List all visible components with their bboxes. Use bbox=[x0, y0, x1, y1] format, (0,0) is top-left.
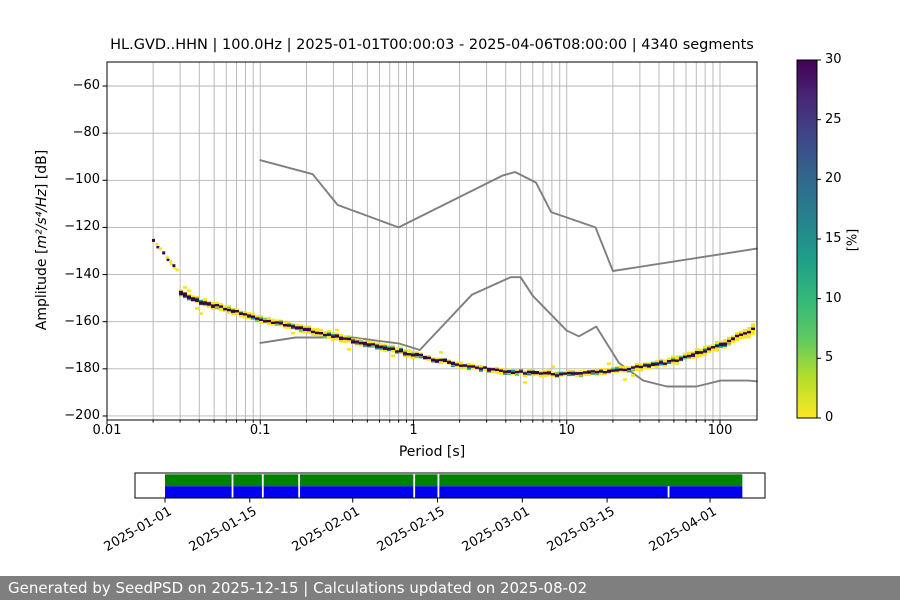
y-tick-label: −140 bbox=[64, 266, 100, 282]
axes-frame bbox=[102, 61, 758, 425]
x-axis-label: Period [s] bbox=[398, 444, 466, 460]
coverage-timeline bbox=[134, 472, 766, 503]
x-tick-label: 1 bbox=[409, 423, 418, 438]
grid-lines bbox=[107, 62, 757, 420]
colorbar-tick-label: 15 bbox=[825, 231, 842, 246]
x-tick-label: 10 bbox=[558, 423, 576, 438]
x-tick-label: 100 bbox=[707, 423, 733, 438]
timeline-gap bbox=[413, 474, 416, 487]
x-tick-label: 0.1 bbox=[249, 423, 271, 438]
colorbar-tick-label: 30 bbox=[825, 52, 842, 67]
colorbar-label: [%] bbox=[845, 228, 861, 252]
timeline-gap bbox=[437, 474, 440, 487]
colorbar-tick-label: 5 bbox=[825, 350, 834, 366]
chart-title: HL.GVD..HHN | 100.0Hz | 2025-01-01T00:00… bbox=[110, 37, 754, 53]
y-tick-label: −160 bbox=[64, 313, 100, 329]
timeline-gap bbox=[667, 486, 670, 498]
low-noise-model bbox=[259, 276, 758, 388]
y-tick-label: −180 bbox=[64, 360, 100, 376]
colorbar-tick-label: 0 bbox=[825, 410, 834, 425]
timeline-gap bbox=[261, 486, 264, 498]
y-tick-label: −60 bbox=[72, 78, 100, 93]
y-tick-label: −100 bbox=[64, 172, 100, 188]
colorbar bbox=[796, 59, 821, 419]
timeline-gap bbox=[231, 474, 234, 487]
timeline-gap bbox=[231, 486, 234, 498]
footer-bar: Generated by SeedPSD on 2025-12-15 | Cal… bbox=[0, 576, 900, 600]
timeline-gap bbox=[437, 486, 440, 498]
x-tick-label: 0.01 bbox=[92, 423, 122, 438]
high-noise-model bbox=[259, 159, 758, 272]
psd-histogram bbox=[152, 238, 755, 384]
timeline-gap bbox=[261, 474, 264, 487]
colorbar-tick-label: 10 bbox=[825, 290, 842, 306]
y-tick-label: −200 bbox=[64, 407, 100, 423]
timeline-row-blue bbox=[165, 486, 743, 498]
y-tick-label: −120 bbox=[64, 219, 100, 235]
colorbar-tick-label: 25 bbox=[825, 111, 842, 127]
timeline-gap bbox=[413, 486, 416, 498]
timeline-gap bbox=[298, 474, 301, 487]
timeline-row-green bbox=[165, 474, 743, 487]
colorbar-tick-label: 20 bbox=[825, 171, 842, 187]
y-tick-label: −80 bbox=[72, 125, 100, 141]
timeline-gap bbox=[298, 486, 301, 498]
noise-model-curves bbox=[259, 159, 758, 388]
